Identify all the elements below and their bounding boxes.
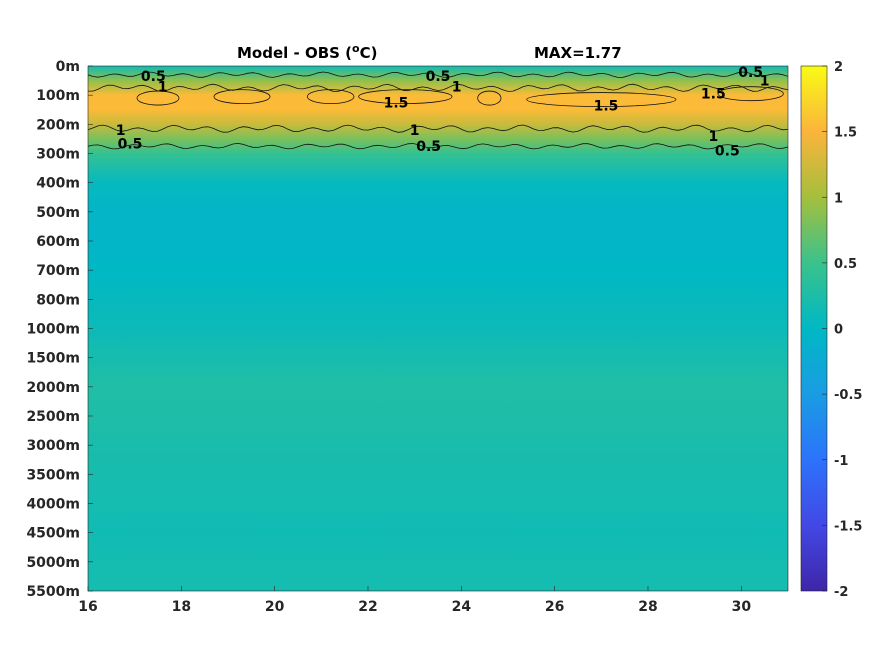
y-tick-label: 3000m	[26, 438, 80, 454]
contour-blob	[136, 90, 180, 106]
y-axis: 0m 100m 200m 300m 400m 500m 600m 700m 800m 1000m 1…	[26, 59, 93, 600]
contour-blob	[526, 92, 677, 107]
contour-line	[88, 142, 788, 150]
heatmap-field	[88, 66, 788, 591]
colorbar-tick-label: 0.5	[834, 257, 857, 272]
contour-label: 1	[158, 79, 168, 95]
contour-label: 1	[760, 74, 770, 90]
contour-label: 0.5	[738, 65, 763, 81]
contour-line	[88, 124, 788, 133]
y-tick-label: 5000m	[26, 555, 80, 571]
x-axis: 16 18 20 22 24 26 28 30	[78, 586, 751, 615]
colorbar-tick-label: -0.5	[834, 388, 862, 403]
title-degree: o	[352, 42, 360, 55]
y-tick-label: 700m	[36, 263, 80, 279]
contour-label: 1	[410, 123, 420, 139]
contour-label: 0.5	[118, 136, 143, 152]
x-tick-label: 26	[545, 599, 564, 615]
y-tick-label: 4500m	[26, 526, 80, 542]
x-tick-label: 24	[452, 599, 472, 615]
y-tick-label: 2500m	[26, 409, 80, 425]
x-tick-label: 16	[78, 599, 97, 615]
colorbar: 2 1.5 1 0.5 0 -0.5 -1 -1.5 -2	[800, 60, 862, 600]
contour-labels: 0.510.510.511.5 1.51.510.510.510.5	[116, 65, 770, 160]
contour-blob	[717, 86, 784, 102]
colorbar-tick-label: -2	[834, 585, 848, 600]
contour-label: 1.5	[594, 98, 619, 114]
y-tick-label: 800m	[36, 292, 80, 308]
contour-blob	[213, 89, 271, 105]
contour-blob	[477, 90, 502, 106]
y-tick-label: 300m	[36, 147, 80, 163]
contour-lines	[88, 71, 788, 150]
colorbar-tick-label: 1.5	[834, 126, 857, 141]
colorbar-ticks: 2 1.5 1 0.5 0 -0.5 -1 -1.5 -2	[822, 60, 862, 600]
contour-blob	[358, 89, 453, 105]
chart-title: Model - OBS (oC)	[237, 42, 377, 62]
contour-label: 1.5	[384, 95, 409, 111]
contour-line	[88, 71, 788, 78]
y-tick-label: 4000m	[26, 497, 80, 513]
x-tick-label: 20	[265, 599, 285, 615]
colorbar-tick-label: 2	[834, 60, 843, 75]
y-tick-label: 2000m	[26, 380, 80, 396]
contour-line	[88, 83, 788, 92]
y-tick-label: 0m	[56, 59, 80, 75]
colorbar-tick-label: 0	[834, 323, 843, 338]
y-tick-label: 600m	[36, 234, 80, 250]
y-tick-label: 400m	[36, 176, 80, 192]
contour-label: 0.5	[141, 69, 166, 85]
colorbar-tick-label: -1.5	[834, 519, 862, 534]
contour-label: 1	[116, 123, 126, 139]
y-tick-label: 3500m	[26, 467, 80, 483]
chart-max-label: MAX=1.77	[534, 44, 622, 62]
colorbar-tick-label: 1	[834, 191, 843, 206]
plot-area: 0.510.510.511.5 1.51.510.510.510.5	[87, 65, 789, 592]
y-tick-label: 1000m	[26, 322, 80, 338]
y-tick-label: 100m	[36, 88, 80, 104]
contour-label: 1	[708, 129, 718, 145]
colorbar-tick-label: -1	[834, 454, 848, 469]
x-tick-label: 30	[732, 599, 752, 615]
contour-label: 0.5	[426, 69, 451, 85]
y-tick-label: 200m	[36, 117, 80, 133]
contour-label: 0.5	[715, 144, 740, 160]
contour-label: 1.5	[701, 87, 726, 103]
contour-blob	[306, 89, 355, 105]
x-tick-label: 28	[638, 599, 657, 615]
y-tick-label: 5500m	[26, 584, 80, 600]
contour-label: 1	[452, 79, 462, 95]
contour-label: 0.5	[416, 139, 441, 155]
y-tick-label: 500m	[36, 205, 80, 221]
x-tick-label: 22	[358, 599, 377, 615]
title-unit: C)	[360, 44, 378, 62]
y-tick-label: 1500m	[26, 351, 80, 367]
x-tick-label: 18	[172, 599, 191, 615]
